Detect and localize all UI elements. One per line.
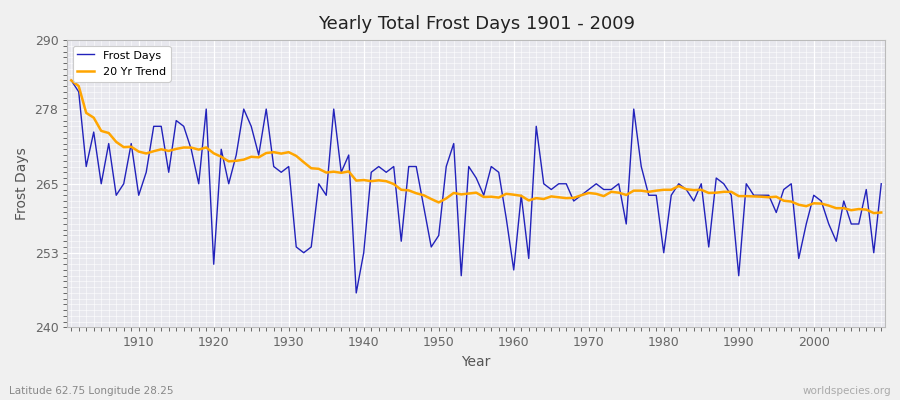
Legend: Frost Days, 20 Yr Trend: Frost Days, 20 Yr Trend	[73, 46, 171, 82]
Line: Frost Days: Frost Days	[71, 80, 881, 293]
20 Yr Trend	[508, 192, 519, 197]
Line: 20 Yr Trend: 20 Yr Trend	[71, 80, 881, 213]
20 Yr Trend	[66, 78, 77, 83]
Title: Yearly Total Frost Days 1901 - 2009: Yearly Total Frost Days 1901 - 2009	[318, 15, 634, 33]
Frost Days	[516, 193, 526, 198]
20 Yr Trend	[126, 144, 137, 149]
Frost Days	[508, 268, 519, 272]
20 Yr Trend	[598, 194, 609, 198]
Frost Days	[336, 170, 346, 175]
Frost Days	[291, 244, 302, 249]
20 Yr Trend	[868, 211, 879, 216]
20 Yr Trend	[876, 210, 886, 215]
Frost Days	[606, 187, 616, 192]
Text: worldspecies.org: worldspecies.org	[803, 386, 891, 396]
20 Yr Trend	[500, 192, 511, 196]
Frost Days	[126, 141, 137, 146]
Frost Days	[351, 290, 362, 295]
Text: Latitude 62.75 Longitude 28.25: Latitude 62.75 Longitude 28.25	[9, 386, 174, 396]
Frost Days	[66, 78, 77, 83]
20 Yr Trend	[336, 170, 346, 175]
X-axis label: Year: Year	[462, 355, 490, 369]
20 Yr Trend	[291, 154, 302, 158]
Frost Days	[876, 181, 886, 186]
Y-axis label: Frost Days: Frost Days	[15, 147, 29, 220]
